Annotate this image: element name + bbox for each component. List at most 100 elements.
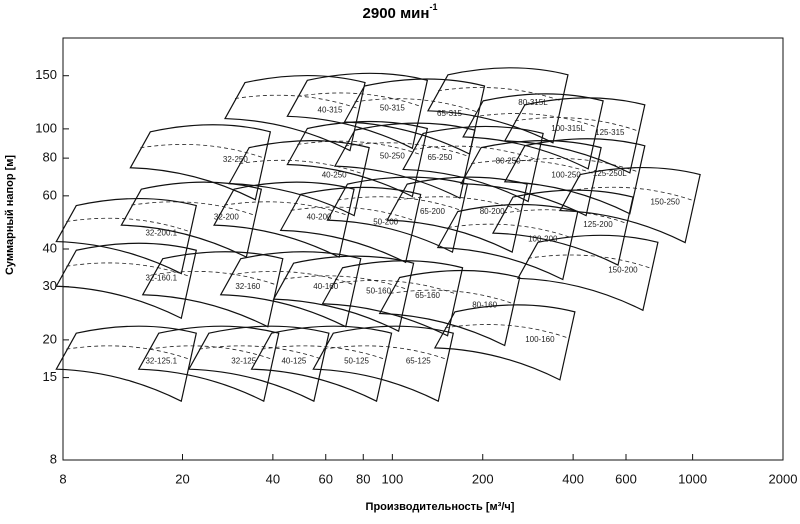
pump-curve [473,113,597,128]
pump-curve [297,140,421,155]
y-tick-label: 40 [43,240,57,255]
pump-tile [129,124,272,201]
pump-tile [286,120,429,198]
pump-tile [55,197,198,275]
pump-curve [514,117,638,132]
pump-curve [290,206,414,221]
pump-label: 40-125 [281,356,306,365]
y-axis-label: Суммарный напор [м] [4,155,16,275]
pump-curve [198,345,323,360]
pump-label: 80-250 [496,157,521,166]
pump-tile [141,251,284,328]
pump-tile [224,74,366,152]
pump-label: 50-160 [366,286,391,295]
pump-tile [426,67,569,144]
pump-tile [272,255,415,333]
pump-label: 50-125 [344,356,369,365]
pump-label: 100-250 [551,171,581,180]
pump-label: 150-250 [650,198,680,207]
pump-curve [397,196,521,211]
pump-label: 32-125 [231,356,256,365]
pump-curve [140,144,264,159]
pump-label: 32-250 [223,155,248,164]
y-tick-label: 15 [43,369,57,384]
pump-tile [433,304,576,381]
pump-tile [279,186,422,264]
pump-curve [131,201,255,216]
pump-curve [447,223,571,238]
pump-curve [570,186,694,201]
pump-label: 80-160 [472,301,497,310]
pump-curve [437,87,562,102]
pump-tile [55,325,198,403]
pump-label: 65-250 [427,153,452,162]
pump-tile [286,72,429,150]
pump-tile [343,78,486,155]
y-tick-label: 20 [43,331,57,346]
pump-curve [389,289,513,304]
pump-label: 32-200.1 [145,229,177,238]
y-tick-label: 8 [50,451,57,466]
pump-curve [239,159,363,175]
pump-label: 50-315 [380,103,405,112]
x-tick-label: 600 [615,471,637,486]
pump-tile [516,234,659,312]
pump-curve [444,324,569,339]
pump-curve [332,280,456,295]
pump-label: 32-125.1 [145,356,177,365]
pump-label: 40-250 [322,171,347,180]
y-tick-label: 60 [43,187,57,202]
x-tick-label: 100 [382,471,404,486]
pump-curve [223,201,348,216]
pump-label: 125-200 [583,220,613,229]
pump-curve [261,345,385,360]
pump-curve [471,159,595,175]
pump-curve [354,98,478,113]
pump-label: 50-200 [373,218,398,227]
pump-curve [66,217,190,232]
y-tick-label: 30 [43,278,57,293]
x-axis-label: Производительность [м³/ч] [366,501,515,513]
pump-tile [333,122,476,200]
y-tick-label: 150 [35,67,57,82]
pump-curve [413,145,537,160]
pump-curve [514,158,638,173]
pump-tile [228,140,370,217]
pump-label: 125-250L [593,169,627,178]
pump-tile [436,203,579,281]
x-tick-label: 200 [472,471,494,486]
x-tick-label: 20 [175,471,189,486]
pump-label: 65-200 [420,207,445,216]
pump-label: 32-200 [214,212,239,221]
pump-curve [230,270,354,286]
pump-tile [491,189,634,266]
pump-tile [187,325,330,403]
pump-curve [148,345,272,360]
pump-label: 40-160 [313,282,338,291]
pump-curve [283,275,407,290]
pump-label: 80-315L [518,98,548,107]
x-tick-label: 400 [562,471,584,486]
pump-label: 40-200 [307,212,332,221]
chart-title: 2900 мин-1 [363,2,438,22]
pump-tile [460,140,602,217]
pump-tile [559,166,701,244]
pump-curve [502,209,627,224]
x-tick-label: 2000 [769,471,798,486]
pump-label: 65-160 [415,291,440,300]
pump-tile [55,242,198,320]
pump-label: 50-250 [380,152,405,161]
pump-tile [402,125,544,203]
pump-label: 125-315 [595,128,625,137]
x-tick-label: 1000 [678,471,707,486]
x-tick-label: 8 [59,471,66,486]
x-tick-label: 60 [319,471,333,486]
pump-curve [66,262,190,277]
pump-tile [250,325,393,403]
pump-curve [337,196,461,211]
pump-label: 80-200 [480,207,505,216]
pump-label: 65-315 [437,109,462,118]
pump-label: 65-125 [406,356,431,365]
pump-curve [527,254,652,269]
